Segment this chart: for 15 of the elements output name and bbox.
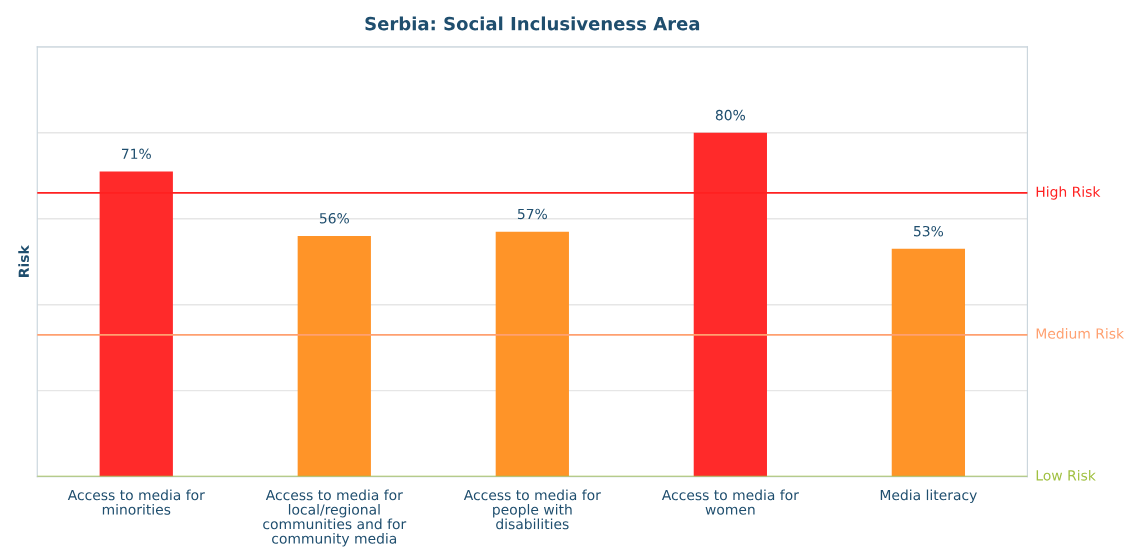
ref-line-label: Medium Risk bbox=[1036, 328, 1125, 339]
data-label: 56% bbox=[319, 213, 349, 224]
x-tick-label: Access to media for minorities bbox=[67, 489, 205, 515]
x-tick-label: Access to media for local/regional communities and for community media bbox=[263, 489, 407, 547]
x-tick-label: Media literacy bbox=[880, 489, 977, 503]
data-label: 57% bbox=[517, 208, 547, 220]
y-axis-title: Risk bbox=[18, 244, 30, 277]
data-label: 53% bbox=[914, 225, 944, 237]
x-tick-label: Access to media for women bbox=[661, 489, 799, 515]
chart-title: Serbia: Social Inclusiveness Area bbox=[365, 16, 700, 31]
x-tick-label: Access to media for people with disabilities bbox=[463, 489, 601, 530]
data-label: 80% bbox=[715, 109, 746, 121]
ref-line-label: High Risk bbox=[1036, 186, 1101, 200]
data-label: 71% bbox=[121, 148, 151, 160]
ref-line-label: Low Risk bbox=[1036, 469, 1096, 481]
